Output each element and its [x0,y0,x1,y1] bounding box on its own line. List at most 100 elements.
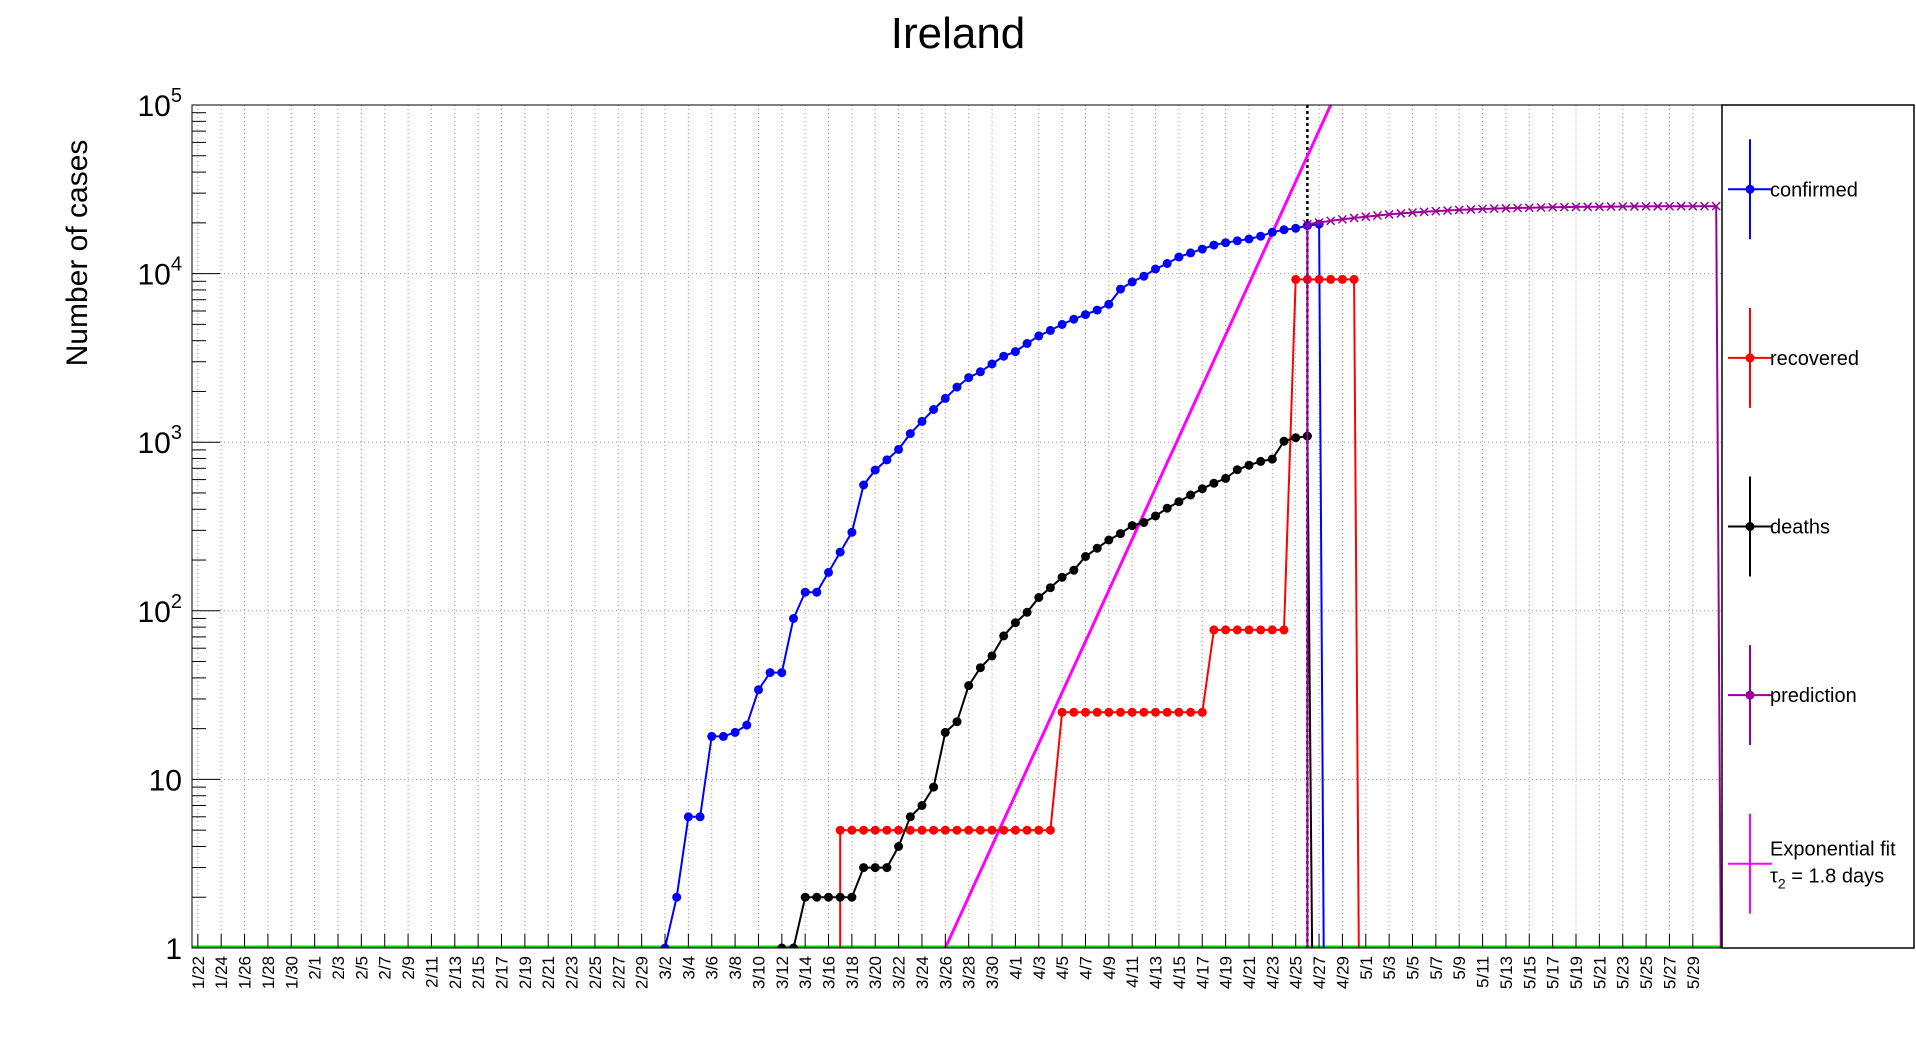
deaths-point [1197,484,1207,494]
legend-label: confirmed [1770,179,1858,201]
recovered-point [1034,825,1044,835]
prediction-point [1653,201,1663,211]
deaths-point [999,631,1009,641]
deaths-point [1256,456,1266,466]
confirmed-point [800,587,810,597]
x-tick-label: 2/1 [306,956,325,980]
confirmed-point [1092,305,1102,315]
deaths-point [975,663,985,673]
x-tick-label: 3/14 [796,956,815,989]
deaths-point [1267,454,1277,464]
x-tick-label: 5/5 [1403,956,1422,980]
prediction-point [1583,202,1593,212]
x-tick-label: 3/10 [749,956,768,989]
legend-label: deaths [1770,517,1830,539]
recovered-point [1314,274,1324,284]
recovered-point [1010,825,1020,835]
prediction-point [1454,205,1464,215]
confirmed-point [1267,227,1277,237]
confirmed-point [1197,244,1207,254]
confirmed-point [894,444,904,454]
prediction-point [1501,203,1511,213]
deaths-point [905,812,915,822]
prediction-point [1548,202,1558,212]
confirmed-point [777,668,787,678]
prediction-point [1337,214,1347,224]
prediction-point [1711,201,1721,211]
confirmed-point [952,382,962,392]
x-tick-label: 3/8 [726,956,745,980]
x-tick-label: 2/13 [446,956,465,989]
recovered-point [999,825,1009,835]
prediction-point [1524,203,1534,213]
x-tick-label: 5/21 [1590,956,1609,989]
axes: 1/22 1/24 1/26 1/28 1/30 2/1 2/3 2/5 2/7 2/9 2/11 2… [138,85,1723,989]
confirmed-point [695,812,705,822]
confirmed-point [1221,238,1231,248]
x-tick-label: 3/26 [936,956,955,989]
prediction-point [1431,206,1441,216]
deaths-point [1209,478,1219,488]
confirmed-point [847,527,857,537]
x-tick-label: 4/15 [1170,956,1189,989]
prediction-point [1594,202,1604,212]
prediction-point [1396,208,1406,218]
prediction-point [1676,201,1686,211]
x-tick-label: 4/23 [1263,956,1282,989]
confirmed-point [870,465,880,475]
prediction-point [1489,204,1499,214]
confirmed-point [1186,248,1196,258]
confirmed-point [999,351,1009,361]
prediction-point [1513,203,1523,213]
recovered-point [1221,625,1231,635]
deaths-point [1186,490,1196,500]
x-tick-label: 2/21 [539,956,558,989]
deaths-point [1116,529,1125,539]
deaths-point [847,892,857,902]
confirmed-point [940,393,950,403]
deaths-point [1151,511,1160,521]
confirmed-point [1127,277,1137,287]
y-tick-label: 10 [149,764,182,797]
legend-marker [1745,184,1755,194]
recovered-point [975,825,985,835]
deaths-point [940,727,950,737]
x-tick-label: 4/21 [1240,956,1259,989]
x-tick-label: 3/4 [679,956,698,980]
deaths-point [1069,565,1079,575]
confirmed-point [1116,284,1125,294]
confirmed-point [1022,339,1032,348]
legend-marker [1745,353,1755,363]
recovered-point [1022,825,1032,835]
confirmed-point [987,359,997,369]
x-tick-label: 5/9 [1450,956,1469,980]
confirmed-point [1291,223,1301,233]
recovered-point [1349,274,1359,284]
confirmed-line [664,222,1325,948]
y-tick-label: 105 [138,85,183,123]
recovered-point [964,825,974,835]
deaths-point [1279,436,1289,446]
x-tick-label: 3/18 [843,956,862,989]
x-tick-label: 5/3 [1380,956,1399,980]
recovered-point [894,825,904,835]
confirmed-point [824,567,833,577]
recovered-point [1337,274,1347,284]
x-tick-label: 2/3 [329,956,348,980]
legend-label: prediction [1770,685,1857,707]
confirmed-point [1209,240,1219,250]
recovered-point [1092,707,1102,717]
recovered-point [905,825,915,835]
confirmed-point [975,367,985,377]
plot-frame [191,104,1723,949]
deaths-point [1022,607,1032,617]
recovered-point [917,825,927,835]
prediction-point [1419,207,1429,217]
confirmed-point [1162,259,1172,268]
legend-marker [1745,690,1755,700]
confirmed-point [812,587,822,597]
prediction-point [1478,204,1488,214]
recovered-point [1279,625,1289,635]
recovered-point [835,825,845,835]
x-tick-label: 4/19 [1217,956,1236,989]
